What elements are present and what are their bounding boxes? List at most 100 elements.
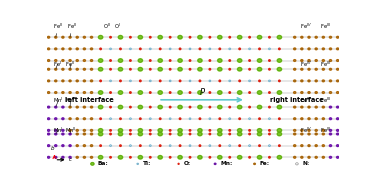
Ellipse shape [248, 117, 251, 120]
Ellipse shape [137, 35, 143, 40]
Ellipse shape [149, 132, 152, 136]
Ellipse shape [329, 144, 332, 147]
Ellipse shape [83, 117, 86, 120]
Ellipse shape [188, 156, 192, 159]
Ellipse shape [293, 36, 297, 39]
Ellipse shape [293, 132, 297, 136]
Ellipse shape [238, 79, 241, 82]
Ellipse shape [208, 156, 211, 159]
Ellipse shape [47, 68, 51, 71]
Ellipse shape [293, 117, 297, 120]
Ellipse shape [300, 156, 303, 159]
Ellipse shape [293, 129, 297, 132]
Ellipse shape [83, 129, 86, 132]
Ellipse shape [75, 36, 79, 39]
Ellipse shape [54, 59, 58, 62]
Ellipse shape [75, 59, 79, 62]
Ellipse shape [179, 47, 182, 50]
Ellipse shape [139, 47, 142, 50]
Ellipse shape [68, 59, 72, 62]
Ellipse shape [90, 162, 95, 166]
Ellipse shape [228, 47, 231, 50]
Ellipse shape [307, 68, 311, 71]
Ellipse shape [268, 91, 271, 94]
Ellipse shape [54, 91, 58, 94]
Ellipse shape [118, 35, 123, 40]
Ellipse shape [276, 155, 282, 160]
Ellipse shape [307, 144, 311, 147]
Ellipse shape [90, 105, 93, 109]
Ellipse shape [248, 91, 251, 94]
Ellipse shape [129, 106, 132, 108]
Ellipse shape [109, 91, 112, 94]
Ellipse shape [47, 79, 51, 82]
Ellipse shape [336, 79, 339, 82]
Ellipse shape [208, 129, 211, 132]
Ellipse shape [54, 68, 58, 71]
Ellipse shape [75, 129, 79, 132]
Ellipse shape [336, 105, 339, 109]
Ellipse shape [61, 144, 65, 147]
Ellipse shape [68, 117, 72, 120]
Ellipse shape [129, 144, 132, 147]
Ellipse shape [68, 79, 72, 82]
Ellipse shape [68, 105, 72, 109]
Ellipse shape [157, 67, 163, 72]
Ellipse shape [159, 144, 162, 147]
Ellipse shape [228, 132, 231, 136]
Ellipse shape [329, 68, 332, 71]
Ellipse shape [98, 132, 104, 136]
Ellipse shape [228, 91, 231, 94]
Ellipse shape [129, 117, 132, 120]
Ellipse shape [75, 144, 79, 147]
Ellipse shape [129, 68, 132, 71]
Ellipse shape [169, 79, 172, 82]
Ellipse shape [99, 79, 102, 82]
Ellipse shape [139, 117, 142, 120]
Ellipse shape [218, 144, 221, 147]
Ellipse shape [137, 90, 143, 95]
Ellipse shape [329, 105, 332, 109]
Ellipse shape [336, 91, 339, 94]
Text: left interface: left interface [65, 97, 114, 103]
Ellipse shape [129, 36, 132, 39]
Ellipse shape [278, 47, 281, 50]
Ellipse shape [248, 144, 251, 147]
Ellipse shape [99, 144, 102, 147]
Ellipse shape [276, 67, 282, 72]
Ellipse shape [47, 59, 51, 62]
Ellipse shape [75, 156, 79, 159]
Ellipse shape [159, 117, 162, 120]
Ellipse shape [307, 36, 311, 39]
Ellipse shape [118, 155, 123, 160]
Ellipse shape [90, 156, 93, 159]
Text: b: b [51, 146, 55, 151]
Ellipse shape [329, 79, 332, 82]
Ellipse shape [149, 68, 152, 71]
Ellipse shape [75, 47, 79, 50]
Text: O$^{II}$: O$^{II}$ [103, 21, 111, 31]
Ellipse shape [118, 132, 123, 136]
Ellipse shape [188, 129, 192, 132]
Ellipse shape [61, 91, 65, 94]
Ellipse shape [217, 128, 223, 133]
Text: Ti:: Ti: [143, 161, 152, 166]
Ellipse shape [177, 132, 183, 136]
Ellipse shape [90, 132, 93, 136]
Ellipse shape [322, 105, 325, 109]
Ellipse shape [188, 106, 192, 108]
Ellipse shape [90, 36, 93, 39]
Ellipse shape [237, 35, 242, 40]
Ellipse shape [276, 132, 282, 136]
Text: Fe:: Fe: [260, 161, 270, 166]
Ellipse shape [157, 105, 163, 110]
Ellipse shape [257, 128, 262, 133]
Text: c: c [69, 157, 72, 162]
Ellipse shape [314, 129, 318, 132]
Ellipse shape [119, 47, 122, 50]
Ellipse shape [90, 59, 93, 62]
Ellipse shape [237, 105, 242, 110]
Ellipse shape [177, 105, 183, 110]
Ellipse shape [177, 128, 183, 133]
Ellipse shape [228, 156, 231, 159]
